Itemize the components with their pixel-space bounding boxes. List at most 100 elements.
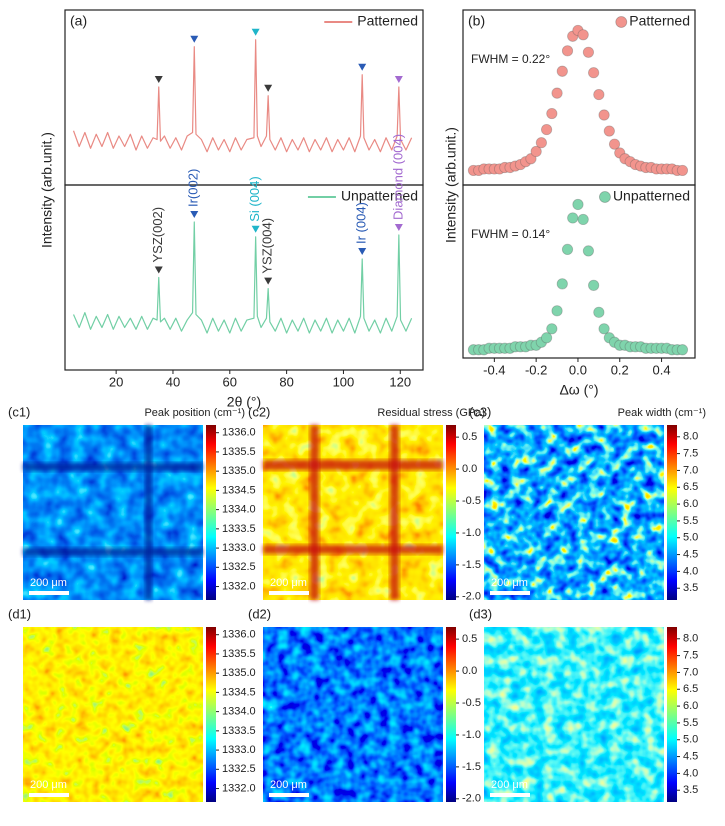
- x-tick-label: 60: [223, 374, 237, 389]
- scale-bar-label: 200 μm: [270, 779, 307, 791]
- plot-frame: [64, 9, 424, 186]
- colorbar-tick-label: 1333.5: [222, 725, 256, 737]
- peak-marker: [394, 76, 403, 83]
- colorbar-tick-label: 4.0: [683, 767, 698, 779]
- data-point: [535, 137, 547, 149]
- colorbar-tick-label: 6.5: [683, 683, 698, 695]
- map-image: [484, 425, 664, 600]
- peak-marker: [190, 35, 199, 43]
- legend-label: Patterned: [629, 13, 690, 29]
- map-feature: [23, 463, 203, 471]
- legend-swatch: [615, 16, 628, 28]
- x-tick-label: 120: [389, 374, 411, 389]
- scale-bar: [29, 591, 69, 595]
- panel-label: (c2): [248, 404, 270, 419]
- data-point: [530, 145, 542, 158]
- colorbar-tick-label: -2.0: [462, 591, 481, 603]
- data-point: [556, 65, 568, 77]
- scale-bar: [490, 793, 530, 797]
- colorbar-tick-label: 6.5: [683, 481, 698, 493]
- data-point: [676, 344, 689, 356]
- panel-label: (d2): [248, 606, 271, 621]
- map-image: [263, 627, 443, 802]
- colorbar-tick-label: 1332.5: [222, 561, 256, 573]
- colorbar-tick-label: 1334.5: [222, 686, 256, 698]
- peak-marker: [251, 225, 260, 233]
- legend-label: Unpatterned: [613, 188, 690, 204]
- x-tick-label: 80: [279, 374, 293, 389]
- colorbar-tick-label: 1335.0: [222, 465, 256, 477]
- y-axis-title: Intensity (arb.unit.): [443, 127, 459, 243]
- data-point: [588, 67, 600, 79]
- scale-bar-label: 200 μm: [491, 577, 528, 589]
- plot-frame: [462, 184, 696, 359]
- data-point: [551, 87, 563, 99]
- colorbar-tick-label: 3.5: [683, 784, 698, 796]
- colorbar-tick-label: -0.5: [462, 495, 481, 507]
- data-point: [541, 123, 553, 136]
- x-tick-label: 20: [109, 374, 123, 389]
- colorbar: [667, 627, 677, 802]
- colorbar-tick-label: -1.5: [462, 559, 481, 571]
- panel-label: (d1): [8, 606, 31, 621]
- map-title: Peak width (cm⁻¹): [618, 407, 706, 419]
- colorbar-tick-label: 1334.0: [222, 706, 256, 718]
- data-point: [577, 29, 589, 41]
- colorbar: [667, 425, 677, 600]
- x-tick-label: 0.0: [569, 362, 587, 377]
- peak-label: Ir(002): [186, 169, 201, 207]
- map-feature: [23, 548, 203, 556]
- map-feature: [310, 425, 319, 600]
- spectrum-line: [72, 39, 413, 153]
- plot-frame: [64, 184, 424, 371]
- x-axis-title: Δω (°): [559, 382, 598, 398]
- peak-marker: [394, 223, 403, 231]
- colorbar-tick-label: 5.0: [683, 734, 698, 746]
- peak-label: YSZ(002): [150, 207, 165, 263]
- data-point: [598, 109, 610, 121]
- colorbar-tick-label: 1336.0: [222, 427, 256, 439]
- colorbar-tick-label: 7.5: [683, 448, 698, 460]
- x-tick-label: 0.2: [611, 362, 629, 377]
- data-point: [603, 125, 615, 137]
- map-image: [484, 627, 664, 802]
- map-feature: [263, 460, 443, 470]
- peak-label: Si (004): [247, 176, 262, 222]
- data-point: [676, 164, 689, 177]
- colorbar-tick-label: -2.0: [462, 793, 481, 805]
- x-tick-label: -0.4: [483, 362, 505, 377]
- panel-label: (b): [468, 13, 485, 29]
- panel-label: (c3): [469, 404, 491, 419]
- annotation: FWHM = 0.22°: [471, 52, 550, 66]
- panel-label: (c1): [8, 404, 30, 419]
- y-axis-title: Intensity (arb.unit.): [39, 132, 55, 248]
- legend-label: Unpatterned: [341, 188, 418, 204]
- colorbar: [206, 425, 216, 600]
- data-point: [546, 107, 558, 120]
- data-point: [593, 88, 605, 101]
- colorbar-tick-label: 6.0: [683, 700, 698, 712]
- data-point: [577, 213, 589, 226]
- annotation: FWHM = 0.14°: [471, 227, 550, 241]
- colorbar-tick-label: 0.5: [462, 633, 477, 645]
- map-feature: [145, 425, 152, 600]
- peak-marker: [154, 266, 163, 274]
- peak-label: YSZ(004): [260, 218, 275, 274]
- legend-label: Patterned: [357, 13, 418, 29]
- colorbar-tick-label: 4.0: [683, 565, 698, 577]
- map-title: Peak position (cm⁻¹): [144, 407, 245, 419]
- map-feature: [390, 425, 399, 600]
- colorbar-tick-label: 0.0: [462, 665, 477, 677]
- data-point: [608, 138, 621, 150]
- legend-swatch: [599, 191, 611, 203]
- data-point: [541, 332, 553, 344]
- scale-bar-label: 200 μm: [270, 577, 307, 589]
- data-point: [551, 305, 563, 317]
- colorbar-tick-label: 1333.0: [222, 744, 256, 756]
- colorbar-tick-label: 4.5: [683, 548, 698, 560]
- data-point: [525, 153, 537, 165]
- panel-label: (d3): [469, 606, 492, 621]
- peak-label: Diamond (004): [390, 134, 405, 220]
- colorbar-tick-label: 8.0: [683, 633, 698, 645]
